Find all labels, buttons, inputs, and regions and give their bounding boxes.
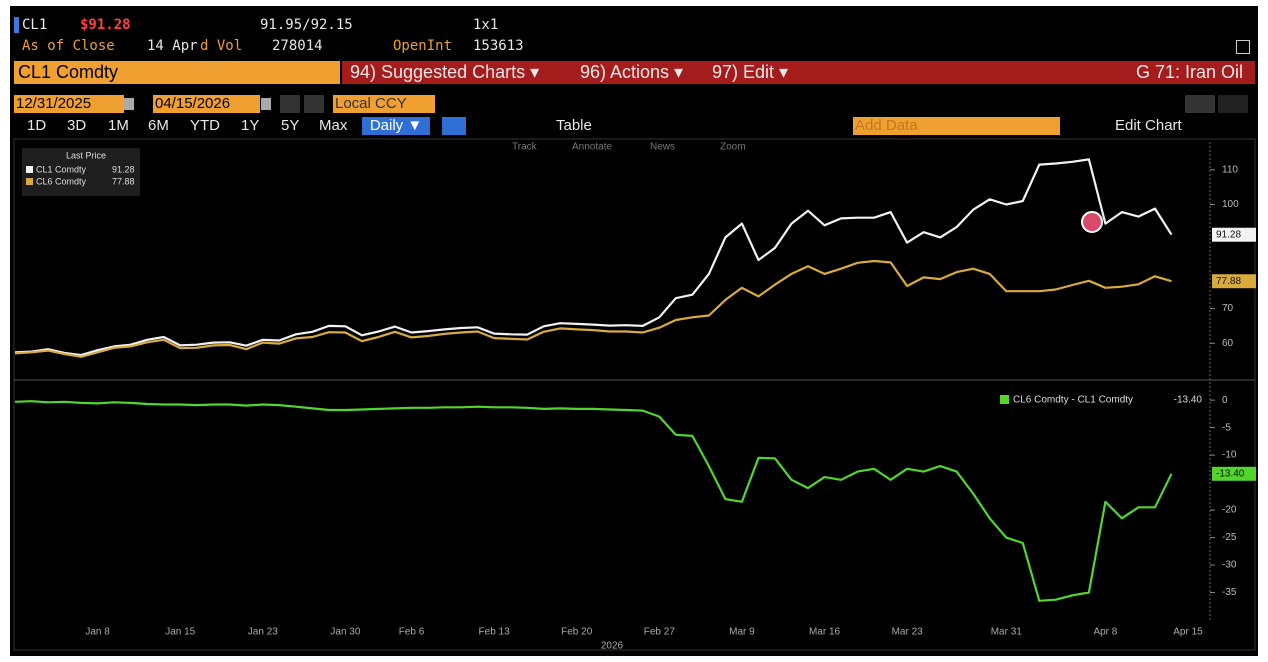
x-tick-label: Feb 20 <box>561 627 593 638</box>
edit-chart[interactable]: Edit Chart <box>1115 117 1182 134</box>
menu-item[interactable]: 97) Edit ▾ <box>712 62 789 82</box>
x-tick-label: Jan 8 <box>85 627 110 638</box>
x-tick-label: Feb 13 <box>479 627 511 638</box>
tool: Annotate <box>572 142 612 153</box>
value-badge <box>1212 274 1256 289</box>
x-tick-label: Apr 8 <box>1093 627 1117 638</box>
range-button[interactable]: 6M <box>148 117 169 134</box>
range-button[interactable]: 3D <box>67 117 87 134</box>
x-tick-label: Feb 6 <box>399 627 425 638</box>
range-button[interactable]: 1M <box>108 117 129 134</box>
y-tick-label: -25 <box>1222 532 1237 543</box>
legend-swatch <box>26 166 33 173</box>
x-tick-label: Mar 31 <box>991 627 1023 638</box>
oi: 153613 <box>473 38 524 54</box>
legend-name: CL1 Comdty <box>36 164 87 174</box>
chart-type[interactable] <box>442 117 466 135</box>
tool: Track <box>512 142 538 153</box>
y-tick-label: 60 <box>1222 338 1234 349</box>
price: $91.28 <box>80 17 131 33</box>
x-tick-label: Mar 23 <box>892 627 924 638</box>
tool: Zoom <box>720 142 746 153</box>
y-tick-label: -35 <box>1222 587 1237 598</box>
value-badge-label: 91.28 <box>1216 229 1241 240</box>
value-badge-label: 77.88 <box>1216 276 1241 287</box>
legend-value: -13.40 <box>1174 395 1203 406</box>
x-tick-label: Jan 23 <box>248 627 278 638</box>
legend-name: CL6 Comdty - CL1 Comdty <box>1013 395 1133 406</box>
legend-title: Last Price <box>66 150 106 160</box>
x-tick-label: Feb 27 <box>644 627 676 638</box>
range-button[interactable]: 1Y <box>241 117 260 134</box>
frequency[interactable]: Daily ▼ <box>362 117 430 135</box>
date: 14 Apr <box>147 38 198 54</box>
y-tick-label: 110 <box>1222 164 1238 175</box>
size: 1x1 <box>473 17 499 33</box>
table[interactable]: Table <box>556 117 592 134</box>
calendar[interactable] <box>261 98 271 110</box>
cursor <box>1081 211 1103 233</box>
prev[interactable] <box>280 95 300 113</box>
menu-item[interactable]: 96) Actions ▾ <box>580 62 684 82</box>
as-of: As of Close <box>22 38 115 54</box>
y-tick-label: 0 <box>1222 395 1228 406</box>
tool: News <box>650 142 675 153</box>
range-button[interactable]: Max <box>319 117 348 134</box>
end-date[interactable]: 04/15/2026 <box>153 95 260 113</box>
menu-item[interactable]: 94) Suggested Charts ▾ <box>350 62 540 82</box>
redo[interactable] <box>1218 95 1248 113</box>
legend-value: 91.28 <box>112 164 135 174</box>
flag <box>14 17 19 33</box>
x-tick-label: Jan 15 <box>165 627 195 638</box>
legend-swatch <box>26 178 33 185</box>
x-tick-label: Apr 15 <box>1173 627 1203 638</box>
security[interactable]: CL1 Comdty <box>14 61 340 84</box>
menu-bar <box>342 61 1255 84</box>
calendar[interactable] <box>124 98 134 110</box>
range-button[interactable]: YTD <box>190 117 220 134</box>
y-tick-label: -30 <box>1222 560 1237 571</box>
value-badge <box>1212 466 1256 481</box>
chart-frame <box>13 138 1256 651</box>
legend-swatch <box>1000 395 1009 404</box>
add-data[interactable]: Add Data <box>853 117 1060 135</box>
legend-value: 77.88 <box>112 176 135 186</box>
series-line <box>14 400 1173 602</box>
vol: 278014 <box>272 38 323 54</box>
currency[interactable]: Local CCY <box>333 95 435 113</box>
y-tick-label: 70 <box>1222 303 1234 314</box>
x-tick-label: Mar 9 <box>729 627 755 638</box>
vol-label: d Vol <box>200 38 243 54</box>
y-tick-label: -5 <box>1222 422 1231 433</box>
x-tick-label: Mar 16 <box>809 627 841 638</box>
oi-label: OpenInt <box>393 38 453 54</box>
next[interactable] <box>304 95 324 113</box>
page-title[interactable]: G 71: Iran Oil <box>1135 62 1243 82</box>
undo[interactable] <box>1185 95 1215 113</box>
start-date[interactable]: 12/31/2025 <box>14 95 124 113</box>
y-tick-label: -10 <box>1222 450 1237 461</box>
x-axis-label: 2026 <box>601 641 624 652</box>
range-button[interactable]: 5Y <box>281 117 300 134</box>
value-badge <box>1212 227 1256 242</box>
series-line <box>14 259 1172 358</box>
series-line <box>14 158 1173 357</box>
value-badge-label: -13.40 <box>1216 468 1245 479</box>
range-button[interactable]: 1D <box>27 117 47 134</box>
bid-ask: 91.95/92.15 <box>260 17 353 33</box>
ticker: CL1 <box>22 17 48 33</box>
y-tick-label: -20 <box>1222 505 1237 516</box>
legend-name: CL6 Comdty <box>36 176 87 186</box>
x-tick-label: Jan 30 <box>330 627 360 638</box>
legend-box <box>22 148 140 196</box>
y-tick-label: 100 <box>1222 199 1239 210</box>
icon[interactable] <box>1236 40 1250 54</box>
